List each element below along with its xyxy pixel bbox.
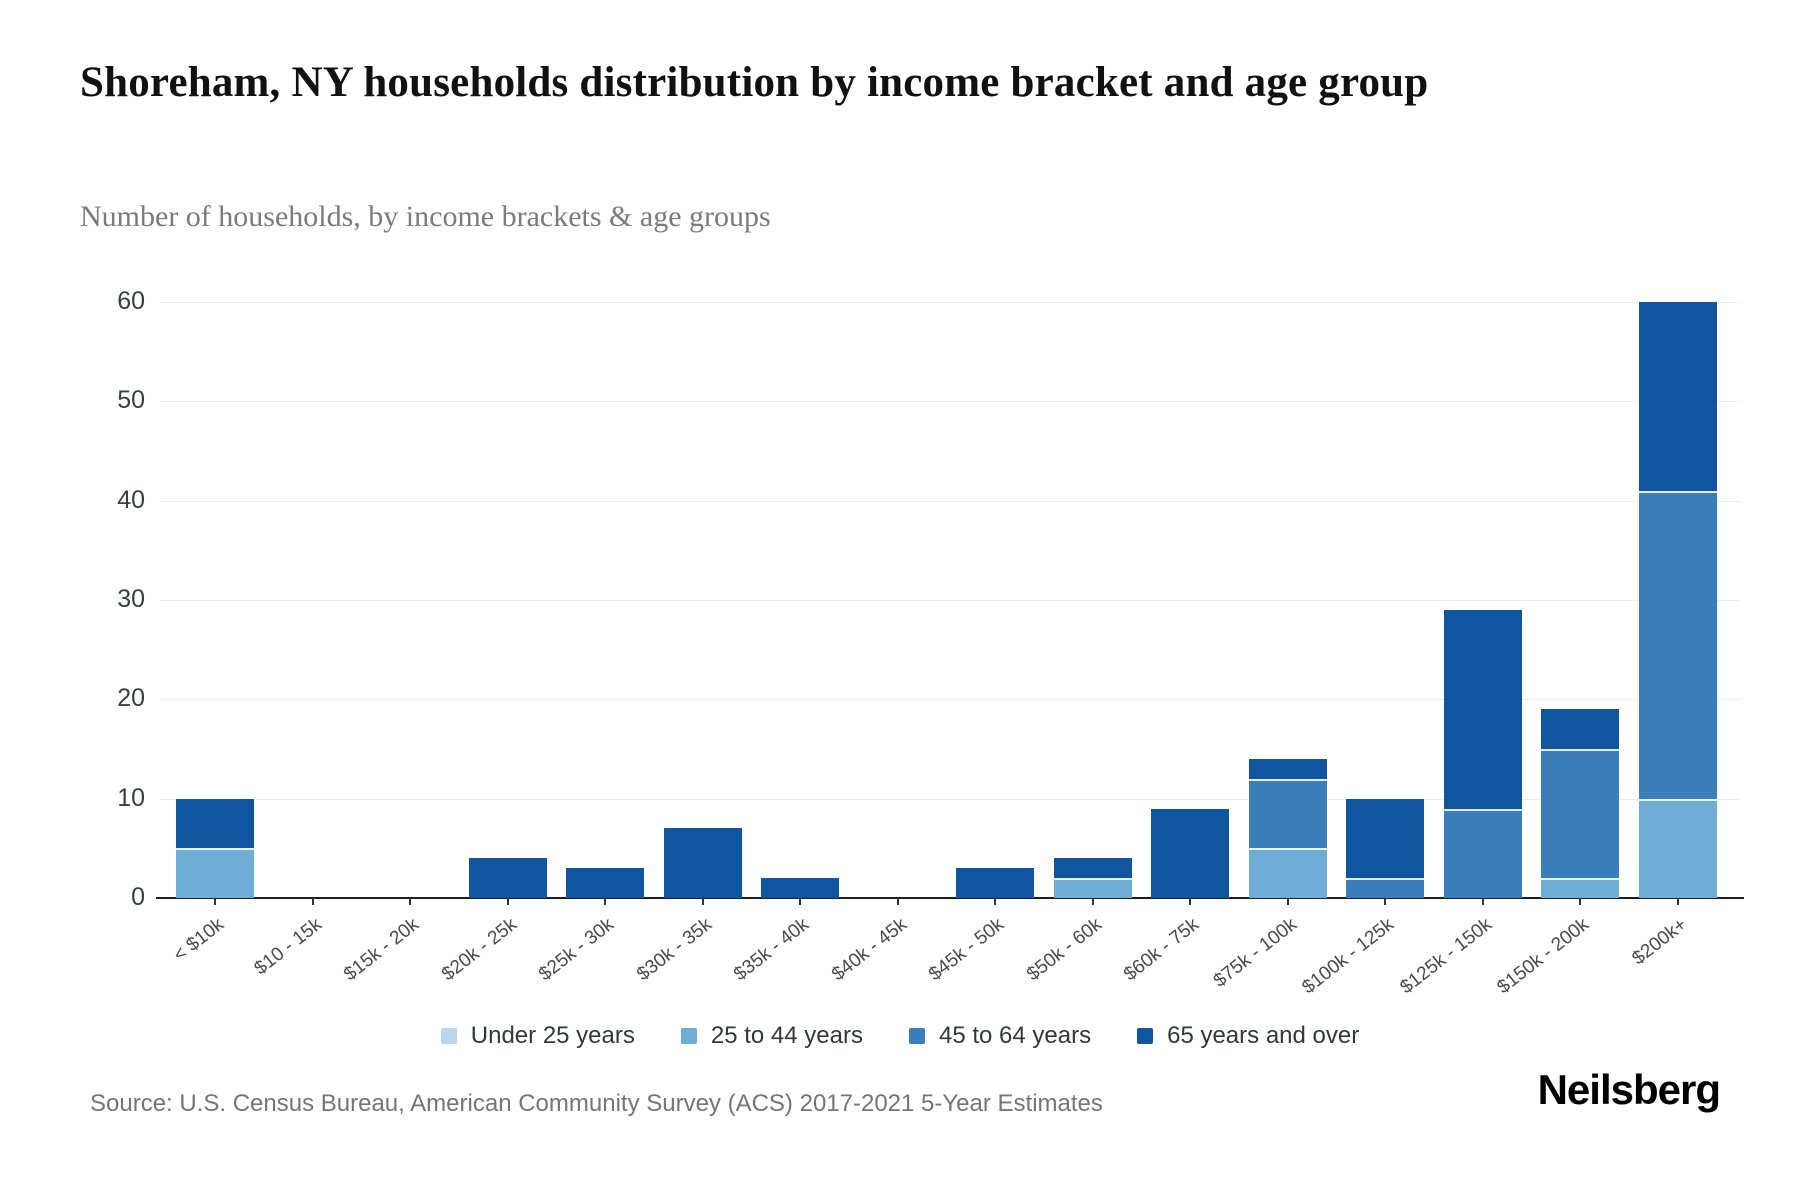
x-tick-mark <box>1286 898 1289 905</box>
bar-segment[interactable] <box>1151 808 1229 898</box>
x-tick-mark <box>1091 898 1094 905</box>
legend-swatch-icon <box>680 1028 697 1044</box>
x-tick-mark <box>1384 898 1386 905</box>
gridline <box>160 699 1740 701</box>
bar-segment[interactable] <box>761 878 839 898</box>
page-subtitle: Number of households, by income brackets… <box>80 200 771 233</box>
gridline <box>160 401 1740 403</box>
bar-segment[interactable] <box>176 848 254 898</box>
legend-swatch-icon <box>440 1028 457 1044</box>
gridline <box>160 600 1740 601</box>
bar-segment[interactable] <box>1638 302 1717 491</box>
legend-swatch-icon <box>908 1028 925 1044</box>
bar-segment[interactable] <box>1443 808 1522 898</box>
x-tick-mark <box>799 898 801 905</box>
bar-segment[interactable] <box>1053 878 1132 898</box>
y-tick-label: 30 <box>117 585 145 613</box>
x-axis-line <box>156 897 1744 899</box>
x-tick-mark <box>604 898 606 905</box>
bar-segment[interactable] <box>176 798 254 849</box>
bar-segment[interactable] <box>1638 798 1717 898</box>
bar-segment[interactable] <box>1248 848 1327 898</box>
bar-segment[interactable] <box>1541 749 1619 879</box>
y-tick-label: 40 <box>117 485 145 514</box>
x-tick-mark <box>1676 898 1679 905</box>
bar-segment[interactable] <box>1443 609 1522 809</box>
legend-label: Under 25 years <box>470 1022 635 1049</box>
bar-segment[interactable] <box>1541 878 1619 898</box>
x-tick-mark <box>506 898 509 905</box>
bar-segment[interactable] <box>1248 758 1327 779</box>
legend-item[interactable]: 25 to 44 years <box>680 1022 863 1050</box>
legend-label: 25 to 44 years <box>710 1022 863 1049</box>
y-tick-label: 10 <box>117 783 145 812</box>
bar-segment[interactable] <box>1248 778 1327 849</box>
legend-item[interactable]: Under 25 years <box>440 1022 635 1050</box>
bar-segment[interactable] <box>566 868 644 898</box>
x-tick-mark <box>409 898 411 905</box>
bar-segment[interactable] <box>1346 878 1424 898</box>
legend-label: 65 years and over <box>1167 1022 1360 1049</box>
y-tick-label: 0 <box>131 883 145 911</box>
x-tick-mark <box>896 898 899 905</box>
y-tick-label: 20 <box>117 684 145 713</box>
legend-swatch-icon <box>1137 1028 1154 1044</box>
brand-logo[interactable]: Neilsberg <box>1537 1066 1721 1113</box>
legend-item[interactable]: 65 years and over <box>1137 1022 1359 1050</box>
bar-segment[interactable] <box>1053 858 1132 879</box>
legend-item[interactable]: 45 to 64 years <box>908 1022 1092 1050</box>
bar-segment[interactable] <box>1638 490 1717 799</box>
y-tick-label: 50 <box>117 386 145 415</box>
x-tick-mark <box>1579 898 1581 905</box>
bar-segment[interactable] <box>1541 709 1619 749</box>
bar-segment[interactable] <box>956 868 1034 898</box>
x-tick-mark <box>1481 898 1484 905</box>
x-tick-mark <box>311 898 314 905</box>
chart-legend: Under 25 years 25 to 44 years 45 to 64 yea… <box>80 1022 1720 1050</box>
x-tick-mark <box>701 898 704 905</box>
legend-label: 45 to 64 years <box>938 1022 1092 1049</box>
plot-area: 0 10 20 30 40 50 60 < $10k $10 - 15k $15k - 20k $2… <box>117 287 1744 998</box>
gridline <box>160 798 1740 800</box>
page-title: Shoreham, NY households distribution by … <box>80 59 1429 106</box>
y-tick-label: 60 <box>117 287 145 315</box>
gridline <box>160 302 1740 303</box>
gridline <box>160 500 1740 502</box>
source-note: Source: U.S. Census Bureau, American Com… <box>90 1090 1103 1117</box>
bar-segment[interactable] <box>1346 798 1424 879</box>
bar-segment[interactable] <box>468 858 547 898</box>
bar-segment[interactable] <box>663 828 742 898</box>
x-tick-mark <box>1189 898 1191 905</box>
x-tick-mark <box>994 898 996 905</box>
x-tick-mark <box>214 898 216 905</box>
